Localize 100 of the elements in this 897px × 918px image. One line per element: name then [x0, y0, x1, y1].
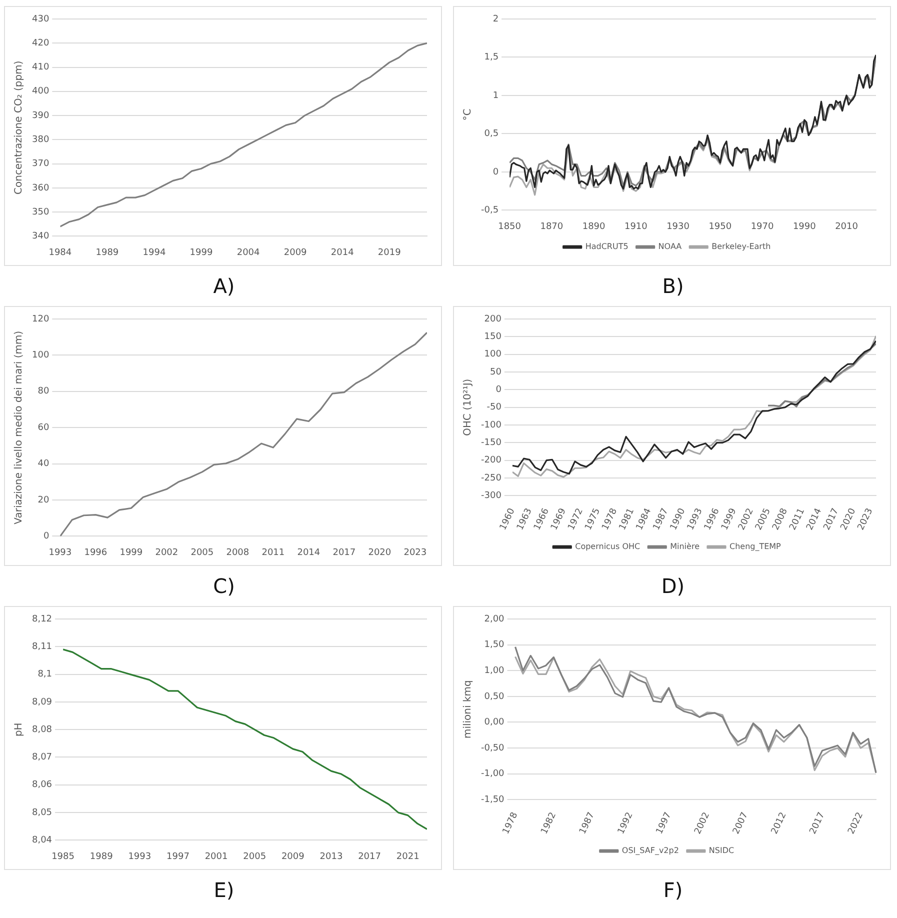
y-axis-title: OHC (10²¹J): [462, 378, 474, 436]
y-tick-label: -250: [480, 473, 502, 484]
x-tick-label: 1984: [634, 506, 654, 532]
y-axis-title: Variazione livello medio dei mari (mm): [14, 330, 25, 524]
x-tick-label: 2002: [693, 810, 712, 836]
x-tick-label: 1950: [708, 222, 732, 232]
x-tick-label: 2002: [155, 548, 178, 558]
y-tick-label: 50: [490, 367, 502, 378]
x-tick-label: 2022: [846, 810, 866, 836]
y-tick-label: 100: [484, 350, 502, 360]
y-tick-label: 0: [43, 532, 50, 542]
y-tick-label: -200: [480, 456, 502, 466]
y-tick-label: 420: [32, 38, 50, 48]
x-tick-label: 1978: [501, 810, 520, 836]
x-tick-label: 1999: [720, 506, 739, 532]
x-tick-label: 1999: [120, 548, 143, 558]
x-tick-label: 1890: [582, 222, 606, 232]
y-axis-title: pH: [14, 722, 25, 737]
x-tick-label: 2005: [190, 548, 214, 558]
x-tick-label: 1993: [686, 506, 705, 532]
text: B): [661, 274, 685, 298]
x-tick-label: 1990: [668, 506, 688, 532]
x-tick-label: 1963: [516, 506, 534, 532]
y-tick-label: -50: [486, 402, 502, 413]
legend-label: NSIDC: [708, 846, 735, 856]
y-tick-label: 8,05: [32, 808, 52, 818]
y-tick-label: 100: [32, 350, 50, 361]
x-tick-label: 1870: [540, 222, 564, 232]
x-tick-label: 2001: [204, 852, 228, 862]
y-axis-title: °C: [462, 108, 474, 121]
legend-label: HadCRUT5: [585, 242, 628, 252]
y-tick-label: 8,1: [38, 670, 52, 680]
y-tick-label: 8,07: [32, 752, 52, 763]
x-tick-label: 2017: [808, 810, 828, 836]
x-tick-label: 2008: [226, 548, 250, 558]
x-tick-label: 1985: [52, 852, 74, 862]
y-tick-label: 200: [484, 314, 502, 324]
y-tick-label: 350: [32, 207, 50, 218]
y-axis-title: milioni kmq: [462, 680, 474, 739]
x-tick-label: 1850: [498, 222, 522, 232]
x-tick-label: 1990: [792, 222, 816, 232]
y-tick-label: 1,00: [484, 666, 505, 676]
y-tick-label: 390: [32, 110, 50, 121]
x-tick-label: 1987: [652, 506, 671, 532]
x-tick-label: 1993: [128, 852, 152, 862]
y-tick-label: -0,5: [481, 206, 499, 216]
x-tick-label: 2008: [771, 506, 790, 532]
y-tick-label: 360: [32, 183, 50, 194]
x-tick-label: 1993: [48, 548, 72, 558]
y-tick-label: 60: [38, 422, 50, 433]
y-tick-label: -150: [480, 438, 502, 448]
x-tick-label: 2002: [737, 506, 756, 532]
x-tick-label: 2014: [805, 506, 824, 532]
y-tick-label: 8,11: [32, 642, 52, 652]
x-tick-label: 1960: [498, 506, 518, 532]
y-tick-label: 0,5: [484, 129, 499, 140]
y-tick-label: 340: [32, 232, 50, 242]
y-tick-label: 0: [492, 167, 499, 178]
y-tick-label: 430: [32, 14, 50, 24]
x-tick-label: 2021: [396, 852, 420, 862]
x-tick-label: 2020: [368, 548, 392, 558]
x-tick-label: 1978: [600, 506, 620, 532]
y-tick-label: 20: [38, 495, 50, 506]
y-tick-label: 150: [484, 332, 502, 342]
x-tick-label: 2007: [732, 810, 750, 836]
x-tick-label: 1972: [566, 506, 586, 532]
legend-label: NOAA: [658, 242, 682, 252]
y-tick-label: 410: [32, 62, 50, 73]
y-tick-label: 380: [32, 135, 50, 146]
x-tick-label: 1989: [96, 248, 119, 258]
x-tick-label: 2014: [330, 248, 354, 258]
x-tick-label: 1997: [166, 852, 190, 862]
y-tick-label: 1: [492, 90, 499, 101]
x-tick-label: 1969: [550, 506, 569, 532]
x-tick-label: 1930: [666, 222, 690, 232]
x-tick-label: 2023: [404, 548, 427, 558]
x-tick-label: 2009: [284, 248, 308, 258]
y-tick-label: 0: [496, 385, 502, 396]
x-tick-label: 1970: [750, 222, 774, 232]
x-tick-label: 1996: [84, 548, 108, 558]
y-tick-label: 8,12: [32, 614, 52, 624]
y-tick-label: -1,50: [480, 795, 505, 806]
x-tick-label: 2005: [754, 506, 773, 532]
x-tick-label: 2017: [358, 852, 381, 862]
x-tick-label: 1987: [578, 810, 597, 836]
y-axis-title: Concentrazione CO₂ (ppm): [14, 60, 25, 194]
x-tick-label: 1910: [624, 222, 648, 232]
x-tick-label: 1989: [90, 852, 114, 862]
x-tick-label: 2004: [236, 248, 260, 258]
x-tick-label: 2009: [281, 852, 305, 862]
y-tick-label: 0,00: [484, 718, 505, 728]
y-tick-label: 0,50: [484, 692, 505, 702]
x-tick-label: 2017: [822, 506, 842, 532]
x-tick-label: 2011: [788, 506, 807, 532]
x-tick-label: 1982: [540, 810, 558, 836]
text: D): [660, 574, 686, 598]
x-tick-label: 1996: [702, 506, 722, 532]
x-tick-label: 2010: [835, 222, 858, 232]
y-tick-label: -300: [480, 491, 502, 502]
y-tick-label: 2: [492, 14, 499, 24]
